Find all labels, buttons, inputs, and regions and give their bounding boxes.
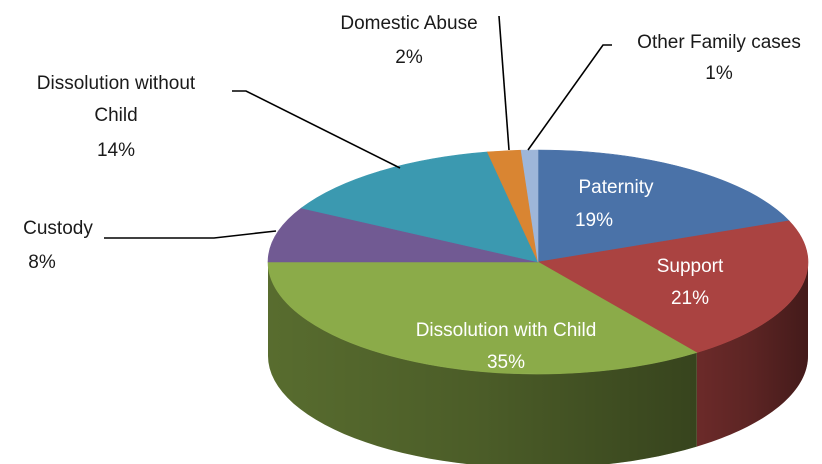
category-label-domestic-abuse: Domestic Abuse xyxy=(340,13,477,34)
slice-dissolution-without-child xyxy=(300,151,539,263)
slice-support xyxy=(537,220,809,353)
value-label-other-family-cases: 1% xyxy=(705,63,733,84)
slice-labels: Paternity 19% Support 21% Dissolution with C… xyxy=(23,13,801,373)
category-label-support: Support xyxy=(657,256,724,277)
leader-line-domestic-abuse xyxy=(498,15,510,151)
side-shading-support xyxy=(696,262,808,447)
pie-slices xyxy=(267,149,809,375)
slice-paternity xyxy=(537,149,790,263)
value-label-dissolution-without-child: 14% xyxy=(97,140,135,161)
category-label-dissolution-with-child: Dissolution with Child xyxy=(416,320,597,341)
side-shading-dissolution-with-child xyxy=(268,262,697,464)
category-label-custody: Custody xyxy=(23,218,93,239)
leader-line-dissolution-without-child xyxy=(232,90,401,169)
value-label-custody: 8% xyxy=(28,252,56,273)
slice-other-family-cases xyxy=(520,149,539,263)
leader-line-other-family-cases xyxy=(527,44,612,151)
value-label-paternity: 19% xyxy=(575,210,613,231)
slice-custody xyxy=(267,207,539,263)
leader-line-custody xyxy=(104,230,277,239)
category-label-other-family-cases: Other Family cases xyxy=(637,32,801,53)
category-label-dissolution-without-child: Dissolution without xyxy=(37,73,196,94)
value-label-domestic-abuse: 2% xyxy=(395,47,423,68)
leader-lines xyxy=(104,15,612,239)
pie-sides xyxy=(268,262,808,464)
category-label-paternity: Paternity xyxy=(579,177,654,198)
category-label-dissolution-without-child: Child xyxy=(94,105,137,126)
slice-dissolution-with-child xyxy=(267,261,698,375)
value-label-support: 21% xyxy=(671,288,709,309)
value-label-dissolution-with-child: 35% xyxy=(487,352,525,373)
